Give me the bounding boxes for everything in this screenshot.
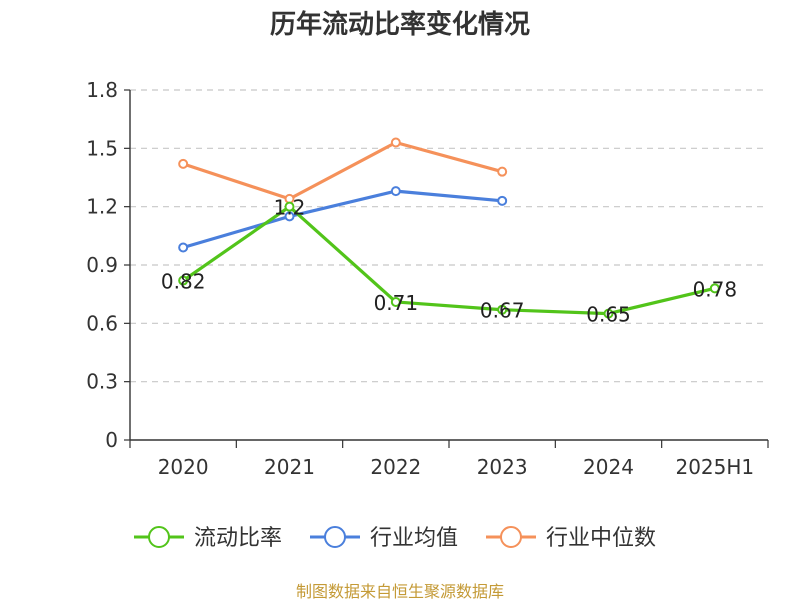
x-tick-label: 2020 bbox=[158, 455, 209, 479]
data-point bbox=[178, 158, 189, 169]
y-tick-label: 0.3 bbox=[86, 370, 118, 394]
legend-label: 流动比率 bbox=[194, 526, 282, 551]
data-label: 0.78 bbox=[693, 277, 738, 301]
x-tick-label: 2024 bbox=[583, 455, 634, 479]
data-point bbox=[709, 283, 720, 294]
series-line bbox=[182, 205, 716, 316]
legend-swatch-marker bbox=[324, 526, 346, 548]
data-label: 0.71 bbox=[374, 291, 419, 315]
data-label: 0.82 bbox=[161, 270, 206, 294]
x-tick-label: 2025H1 bbox=[675, 455, 754, 479]
source-note: 制图数据来自恒生聚源数据库 bbox=[295, 582, 504, 601]
series-line bbox=[182, 140, 503, 201]
data-label: 1.2 bbox=[274, 196, 306, 220]
data-point bbox=[178, 275, 189, 286]
data-label: 0.67 bbox=[480, 299, 525, 323]
y-tick-label: 1.8 bbox=[86, 78, 118, 102]
y-tick-label: 0.6 bbox=[86, 311, 118, 335]
legend-label: 行业均值 bbox=[370, 526, 458, 551]
legend-swatch-marker bbox=[148, 526, 170, 548]
y-tick-label: 0.9 bbox=[86, 253, 118, 277]
data-point bbox=[497, 304, 508, 315]
data-point bbox=[284, 201, 295, 212]
series-line bbox=[182, 189, 503, 250]
y-tick-label: 1.2 bbox=[86, 195, 118, 219]
data-point bbox=[284, 211, 295, 222]
x-tick-label: 2021 bbox=[264, 455, 315, 479]
data-label: 0.65 bbox=[586, 303, 631, 327]
data-point bbox=[603, 308, 614, 319]
data-point bbox=[390, 137, 401, 148]
x-tick-label: 2022 bbox=[370, 455, 421, 479]
data-point bbox=[390, 296, 401, 307]
chart-title: 历年流动比率变化情况 bbox=[269, 10, 530, 40]
data-point bbox=[497, 195, 508, 206]
legend-label: 行业中位数 bbox=[546, 526, 656, 551]
data-point bbox=[178, 242, 189, 253]
y-tick-label: 0 bbox=[105, 428, 118, 452]
y-tick-label: 1.5 bbox=[86, 136, 118, 160]
legend-swatch-marker bbox=[500, 526, 522, 548]
data-point bbox=[497, 166, 508, 177]
data-point bbox=[390, 186, 401, 197]
x-tick-label: 2023 bbox=[477, 455, 528, 479]
